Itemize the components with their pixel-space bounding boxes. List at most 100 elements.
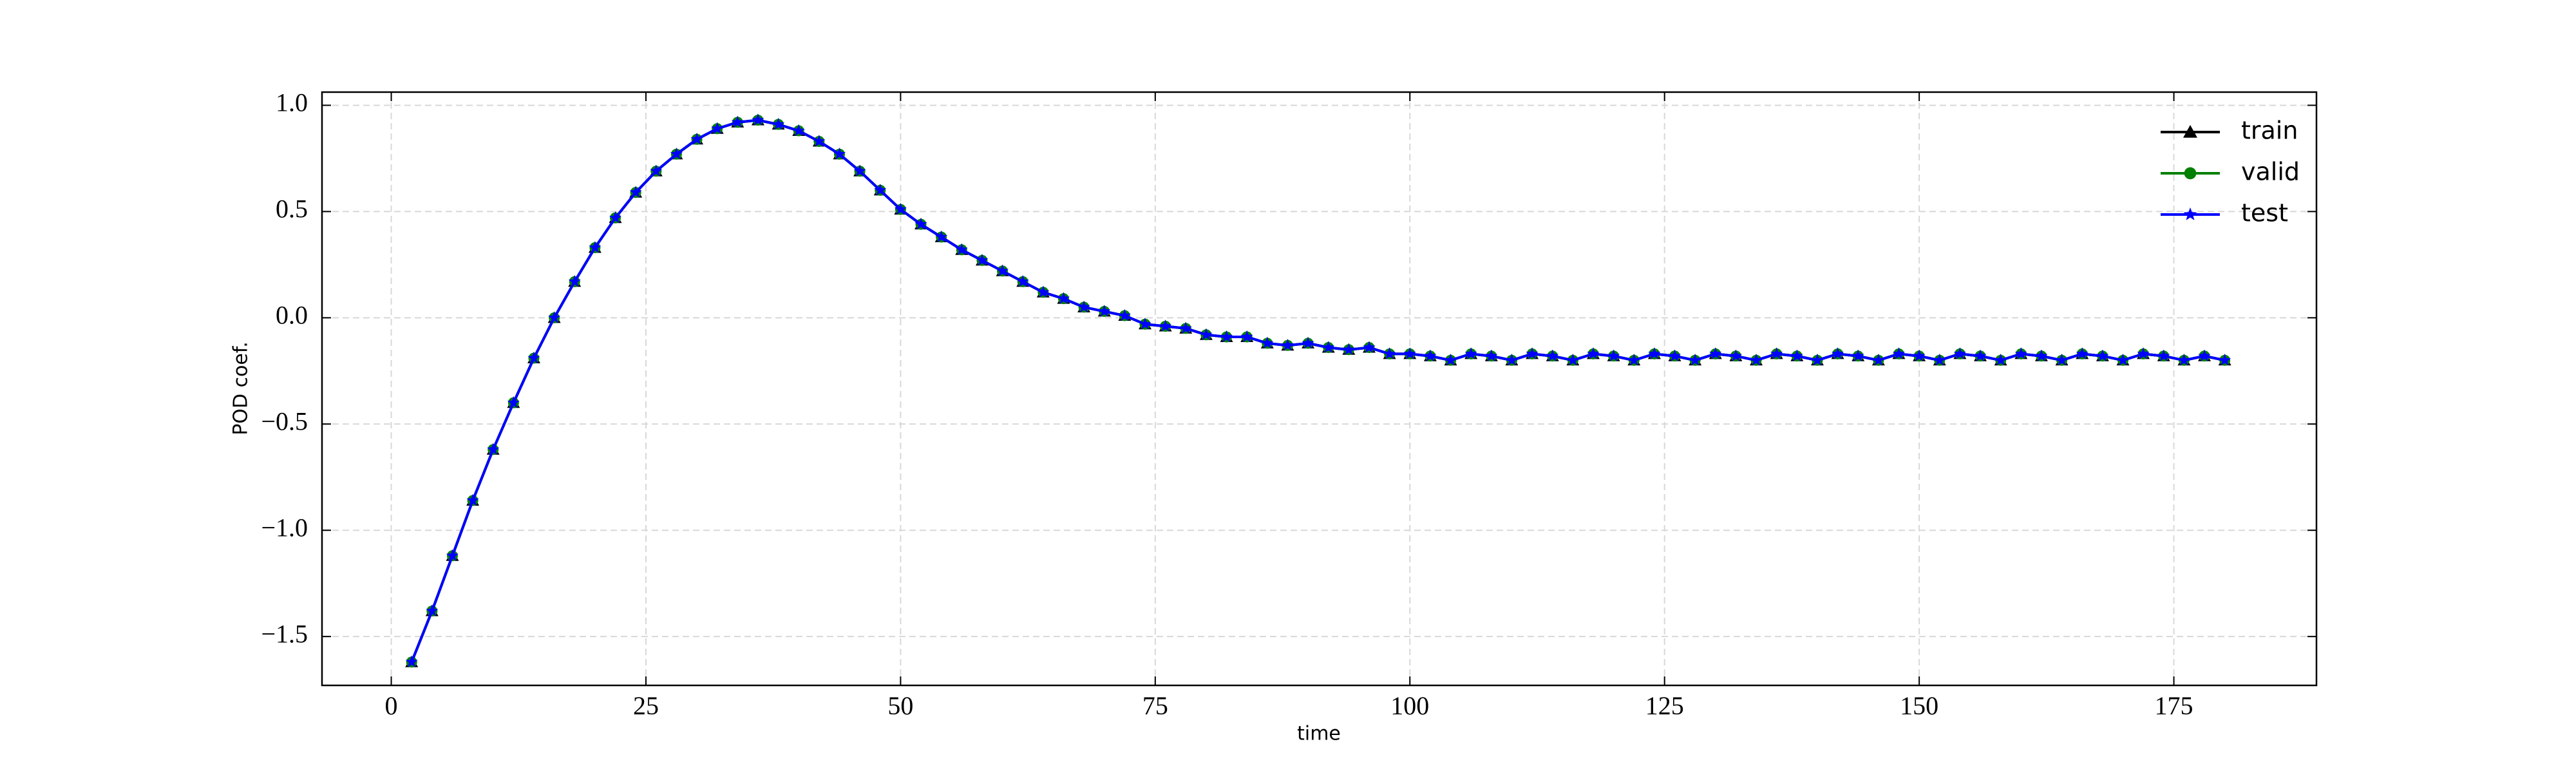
marker bbox=[1159, 320, 1172, 332]
marker bbox=[1994, 354, 2007, 366]
x-tick-label: 0 bbox=[385, 691, 398, 720]
marker bbox=[1689, 354, 1701, 366]
marker bbox=[1220, 330, 1233, 343]
marker bbox=[1037, 285, 1050, 298]
marker bbox=[1016, 275, 1029, 287]
marker bbox=[1118, 309, 1131, 321]
marker bbox=[1139, 318, 1151, 330]
plot-frame bbox=[321, 91, 2318, 687]
marker bbox=[1240, 330, 1253, 343]
marker bbox=[914, 218, 927, 230]
line bbox=[410, 119, 2226, 663]
marker bbox=[1566, 354, 1579, 366]
marker bbox=[1505, 354, 1518, 366]
marker bbox=[487, 443, 500, 455]
marker bbox=[2116, 354, 2129, 366]
marker bbox=[1464, 347, 1477, 359]
marker bbox=[629, 186, 642, 198]
marker bbox=[935, 230, 948, 243]
legend-label: valid bbox=[2241, 158, 2300, 186]
marker bbox=[1913, 349, 1926, 361]
marker bbox=[1892, 347, 1906, 359]
marker bbox=[894, 203, 907, 215]
x-tick-label: 50 bbox=[887, 691, 913, 720]
marker bbox=[446, 549, 459, 561]
marker bbox=[507, 396, 520, 408]
marker bbox=[1077, 300, 1090, 312]
marker bbox=[772, 118, 785, 130]
marker bbox=[1098, 305, 1111, 317]
y-axis-label: POD coef. bbox=[230, 341, 252, 435]
marker bbox=[2076, 347, 2088, 359]
marker bbox=[609, 211, 622, 224]
marker bbox=[670, 148, 683, 160]
x-tick-label: 150 bbox=[1900, 691, 1938, 720]
marker bbox=[1281, 339, 1294, 351]
marker bbox=[2096, 349, 2109, 361]
marker bbox=[527, 351, 540, 364]
x-axis-label: time bbox=[1297, 723, 1341, 745]
x-tick-label: 100 bbox=[1390, 691, 1429, 720]
marker bbox=[1811, 354, 1824, 366]
marker bbox=[405, 655, 418, 667]
series-0 bbox=[405, 113, 2231, 667]
marker bbox=[690, 133, 703, 145]
marker bbox=[1627, 354, 1640, 366]
marker bbox=[1424, 349, 1437, 361]
marker bbox=[792, 124, 805, 137]
line bbox=[410, 119, 2226, 663]
y-tick-label: −1.0 bbox=[261, 513, 308, 542]
marker bbox=[1322, 341, 1335, 353]
marker bbox=[1669, 349, 1681, 361]
marker bbox=[568, 275, 581, 287]
marker bbox=[1648, 347, 1661, 359]
marker bbox=[731, 115, 744, 128]
y-tick-label: −1.5 bbox=[261, 619, 308, 648]
marker bbox=[1302, 336, 1314, 348]
marker bbox=[1770, 347, 1783, 359]
marker bbox=[548, 311, 561, 323]
marker bbox=[1933, 354, 1946, 366]
marker bbox=[1363, 341, 1376, 353]
marker bbox=[1587, 347, 1600, 359]
marker bbox=[833, 148, 846, 160]
marker bbox=[1729, 349, 1742, 361]
marker bbox=[752, 113, 764, 126]
marker bbox=[1832, 347, 1844, 359]
marker bbox=[813, 135, 826, 147]
marker bbox=[466, 494, 479, 506]
marker bbox=[1383, 347, 1396, 359]
marker bbox=[2014, 347, 2027, 359]
legend-label: train bbox=[2241, 117, 2298, 145]
x-tick-label: 75 bbox=[1142, 691, 1168, 720]
marker bbox=[2056, 354, 2069, 366]
marker bbox=[1057, 292, 1070, 304]
x-tick-label: 25 bbox=[633, 691, 659, 720]
marker bbox=[1200, 328, 1213, 340]
x-tick-label: 175 bbox=[2155, 691, 2193, 720]
y-tick-label: 1.0 bbox=[276, 88, 308, 117]
marker bbox=[2157, 349, 2170, 361]
marker bbox=[2184, 167, 2197, 180]
marker bbox=[1607, 349, 1620, 361]
marker bbox=[2198, 349, 2211, 361]
y-tick-label: 0.0 bbox=[276, 300, 308, 329]
marker bbox=[1261, 336, 1274, 348]
marker bbox=[2219, 354, 2231, 366]
marker bbox=[874, 184, 887, 196]
marker bbox=[711, 122, 724, 134]
y-tick-label: 0.5 bbox=[276, 195, 308, 224]
marker bbox=[2183, 125, 2197, 138]
marker bbox=[1974, 349, 1987, 361]
series-2 bbox=[405, 113, 2231, 667]
marker bbox=[976, 254, 989, 266]
marker bbox=[2035, 349, 2048, 361]
marker bbox=[1852, 349, 1864, 361]
marker bbox=[650, 164, 663, 177]
marker bbox=[1709, 347, 1722, 359]
marker bbox=[589, 241, 601, 253]
marker bbox=[1342, 343, 1355, 355]
marker bbox=[1403, 347, 1416, 359]
marker bbox=[2177, 354, 2190, 366]
